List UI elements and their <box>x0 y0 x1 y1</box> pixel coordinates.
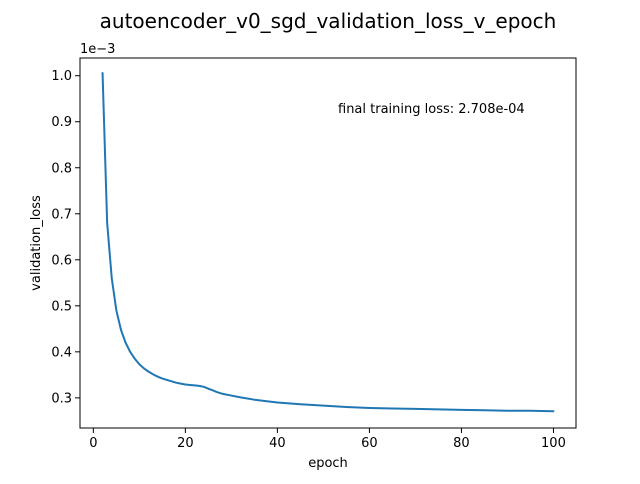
x-axis-ticks: 0 20 40 60 80 100 <box>89 428 566 451</box>
y-tick-label: 0.5 <box>51 299 72 314</box>
x-tick-label: 40 <box>269 436 286 451</box>
y-tick-label: 0.9 <box>51 115 72 130</box>
annotation: final training loss: 2.708e-04 <box>338 102 525 117</box>
x-tick-label: 60 <box>361 436 378 451</box>
x-axis-label: epoch <box>308 456 348 471</box>
x-tick-label: 80 <box>453 436 470 451</box>
y-axis-ticks: 0.3 0.4 0.5 0.6 0.7 0.8 0.9 1.0 <box>51 69 80 406</box>
validation-loss-line <box>101 71 555 413</box>
x-tick-label: 20 <box>177 436 194 451</box>
y-tick-label: 0.4 <box>51 345 72 360</box>
x-tick-label: 100 <box>541 436 566 451</box>
y-tick-label: 0.6 <box>51 253 72 268</box>
y-offset-label: 1e−3 <box>80 42 115 57</box>
y-tick-label: 1.0 <box>51 69 72 84</box>
y-axis-label: validation_loss <box>29 195 44 291</box>
chart-title: autoencoder_v0_sgd_validation_loss_v_epo… <box>100 9 557 33</box>
x-tick-label: 0 <box>89 436 97 451</box>
y-tick-label: 0.3 <box>51 391 72 406</box>
plot-area <box>79 57 577 429</box>
y-tick-label: 0.7 <box>51 207 72 222</box>
y-tick-label: 0.8 <box>51 161 72 176</box>
